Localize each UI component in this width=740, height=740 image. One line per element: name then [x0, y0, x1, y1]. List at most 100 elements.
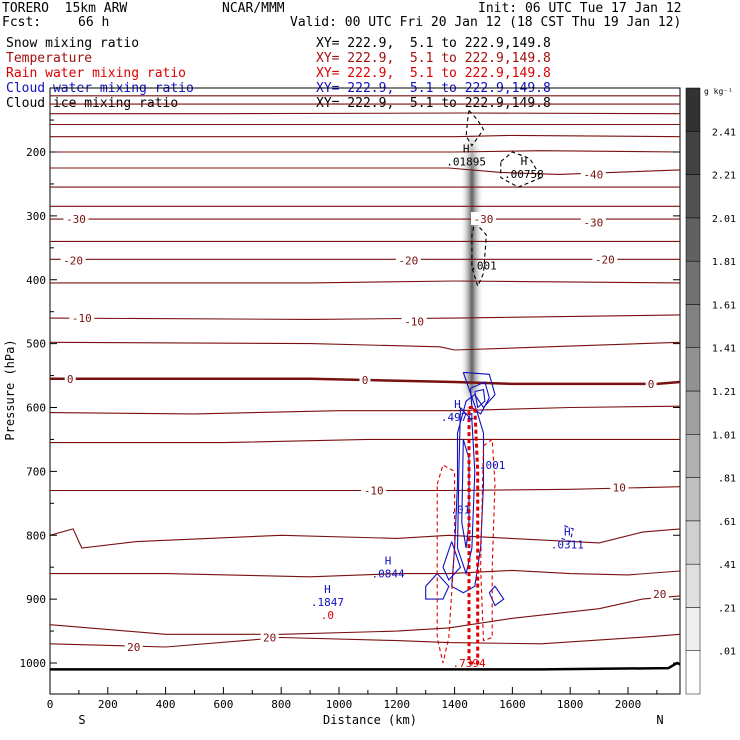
- contour-line-21: [49, 595, 681, 635]
- colorbar-cell-13: [685, 87, 701, 132]
- colorbar-label-1: .21: [718, 603, 736, 614]
- colorbar-label-11: 2.21: [712, 171, 736, 182]
- temp-label-9: 0: [67, 373, 74, 386]
- field-cloudice-xy: XY= 222.9, 5.1 to 222.9,149.8: [316, 96, 551, 111]
- y-tick-label-7: 900: [26, 593, 46, 606]
- contour-line-12: [50, 280, 681, 284]
- x-tick-label-4: 800: [271, 698, 291, 711]
- temp-label-3: -30: [583, 216, 603, 229]
- contour-line-28: [469, 381, 490, 415]
- forecast-label: Fcst:: [2, 15, 42, 30]
- extremum-value-6: .0: [321, 609, 334, 622]
- contour-line-5: [50, 150, 681, 153]
- extremum-marker-0: H: [463, 142, 470, 155]
- contour-line-6: [50, 167, 681, 175]
- contour-line-14: [49, 341, 681, 351]
- contour-line-13: [49, 314, 681, 320]
- x-tick-label-5: 1000: [326, 698, 353, 711]
- field-rain-name: Rain water mixing ratio: [6, 66, 187, 81]
- snow-shading: [459, 132, 484, 408]
- contour-line-23: [50, 661, 681, 671]
- y-tick-label-4: 600: [26, 402, 46, 415]
- field-temp-name: Temperature: [6, 51, 93, 66]
- temp-label-bg-3: [580, 215, 606, 229]
- temp-label-0: -40: [583, 168, 603, 181]
- colorbar-cell-4: [685, 477, 701, 522]
- temp-label-bg-12: [361, 483, 387, 497]
- extremum-value-0: .01895: [446, 155, 486, 168]
- x-axis-label: Distance (km): [323, 713, 417, 727]
- colorbar-label-3: .61: [718, 517, 736, 528]
- temp-label-bg-9: [64, 371, 76, 385]
- contour-line-4: [50, 134, 681, 138]
- temp-label-1: -30: [66, 213, 86, 226]
- contour-line-35: [561, 525, 574, 543]
- temp-label-11: 0: [648, 378, 655, 391]
- colorbar-cell-9: [685, 260, 701, 305]
- field-rain-xy: XY= 222.9, 5.1 to 222.9,149.8: [316, 66, 551, 81]
- colorbar-cell-11: [685, 174, 701, 219]
- colorbar-cell-1: [685, 607, 701, 651]
- init-time: Init: 06 UTC Tue 17 Jan 12: [478, 1, 682, 16]
- contour-line-36: [436, 464, 456, 664]
- model-title: TORERO 15km ARW: [2, 1, 128, 16]
- colorbar-cell-8: [685, 304, 701, 348]
- contour-value-label-1: .001: [479, 459, 506, 472]
- temp-label-bg-11: [645, 376, 657, 390]
- colorbar-cell-7: [685, 347, 701, 392]
- x-end-label-right: N: [656, 713, 663, 727]
- y-tick-label-5: 700: [26, 465, 46, 478]
- temp-label-bg-15: [260, 630, 279, 644]
- temp-label-12: -10: [364, 485, 384, 498]
- colorbar-label-5: 1.01: [712, 430, 736, 441]
- extremum-value-3: .0311: [551, 539, 584, 552]
- temp-label-bg-16: [124, 640, 143, 654]
- x-end-label-left: S: [78, 713, 85, 727]
- temp-label-bg-13: [610, 480, 629, 494]
- extremum-value-5: .1847: [311, 596, 344, 609]
- colorbar-cell-5: [685, 434, 701, 478]
- colorbar-cell-2: [685, 563, 701, 608]
- colorbar-cell-3: [685, 520, 701, 565]
- extremum-marker-3: H: [564, 526, 571, 539]
- temp-label-bg-5: [395, 253, 421, 267]
- contour-line-25: [500, 151, 543, 188]
- x-tick-label-8: 1600: [499, 698, 526, 711]
- colorbar-label-9: 1.81: [712, 257, 736, 268]
- contour-line-19: [49, 528, 681, 549]
- temp-label-bg-7: [69, 311, 95, 325]
- x-axis: 0 200 400 600 800 1000 1200 1400 1600 1800 2000: [47, 687, 658, 711]
- contour-line-34: [442, 541, 462, 581]
- temp-label-8: -10: [404, 315, 424, 328]
- colorbar-label-8: 1.61: [712, 300, 736, 311]
- extremum-marker-5: H: [324, 583, 331, 596]
- colorbar-cell-0: [685, 650, 701, 695]
- contour-line-26: [471, 221, 487, 288]
- colorbar-cell-10: [685, 217, 701, 262]
- colorbar-unit: g kg⁻¹: [704, 87, 733, 96]
- colorbar-label-10: 2.01: [712, 214, 736, 225]
- x-tick-label-9: 1800: [557, 698, 584, 711]
- extremum-marker-2: H: [454, 398, 461, 411]
- temp-label-bg-10: [359, 373, 371, 387]
- colorbar-label-6: 1.21: [712, 387, 736, 398]
- temp-label-bg-8: [401, 314, 427, 328]
- colorbar-label-4: .81: [718, 474, 736, 485]
- contour-line-18: [50, 486, 681, 492]
- contour-line-22: [49, 633, 681, 648]
- temperature-labels: -40 -30 -30 -30 -20 -20 -20 -10 -10 0 0 0 -10 10 20 20 2…: [60, 167, 669, 654]
- field-cloudice-name: Cloud ice mixing ratio: [6, 96, 179, 111]
- temp-label-15: 20: [263, 631, 276, 644]
- extremum-value-2: .4974: [441, 411, 474, 424]
- contour-value-label-3: .7394: [452, 657, 485, 670]
- temp-label-5: -20: [398, 255, 418, 268]
- y-tick-label-3: 500: [26, 338, 46, 351]
- colorbar-label-7: 1.41: [712, 344, 736, 355]
- org-title: NCAR/MMM: [222, 1, 285, 16]
- temp-label-6: -20: [595, 253, 615, 266]
- contour-line-33: [488, 585, 505, 607]
- temp-label-bg-0: [580, 167, 606, 181]
